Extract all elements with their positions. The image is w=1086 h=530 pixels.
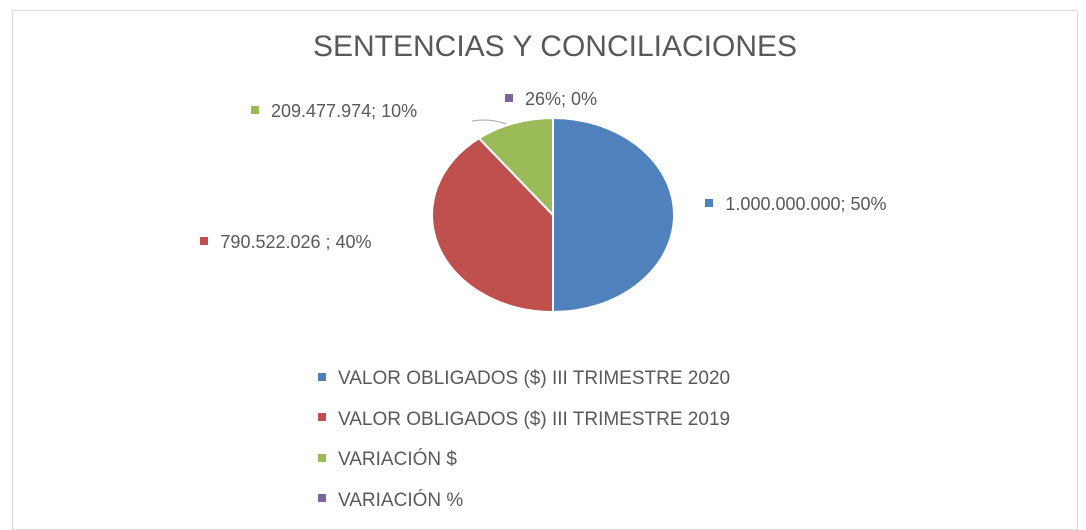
legend-marker	[318, 372, 326, 381]
label-marker	[251, 106, 259, 115]
legend-entry: VARIACIÓN $	[318, 449, 457, 471]
legend-marker	[318, 453, 326, 462]
data-label-text: 26%; 0%	[525, 89, 598, 109]
legend-marker	[318, 494, 326, 503]
legend-label: VARIACIÓN $	[338, 449, 457, 470]
legend-label: VARIACIÓN %	[338, 489, 464, 511]
data-label-text: 1.000.000.000; 50%	[725, 194, 887, 214]
legend-entry: VALOR OBLIGADOS ($) III TRIMESTRE 2019	[318, 409, 730, 431]
data-label: 790.522.026 ; 40%	[186, 229, 386, 256]
pie-slice	[552, 116, 675, 314]
data-label: 209.477.974; 10%	[251, 98, 417, 125]
data-label-text: 209.477.974; 10%	[271, 101, 418, 121]
label-marker	[705, 199, 714, 208]
pie-slice	[477, 116, 554, 218]
chart-title: SENTENCIAS Y CONCILIACIONES	[312, 30, 797, 63]
legend-label: VALOR OBLIGADOS ($) III TRIMESTRE 2020	[338, 368, 731, 389]
data-label: 26%; 0%	[505, 86, 597, 113]
label-marker	[200, 237, 209, 246]
label-marker	[505, 94, 513, 103]
leader-line	[471, 119, 507, 125]
legend-label: VALOR OBLIGADOS ($) III TRIMESTRE 2019	[338, 408, 731, 430]
legend-entry: VALOR OBLIGADOS ($) III TRIMESTRE 2020	[318, 368, 730, 390]
data-label-text: 790.522.026 ; 40%	[220, 232, 372, 252]
legend-marker	[318, 413, 326, 422]
legend-entry: VARIACIÓN %	[318, 490, 463, 512]
data-label: 1.000.000.000; 50%	[696, 191, 896, 218]
pie-slice	[431, 136, 554, 314]
